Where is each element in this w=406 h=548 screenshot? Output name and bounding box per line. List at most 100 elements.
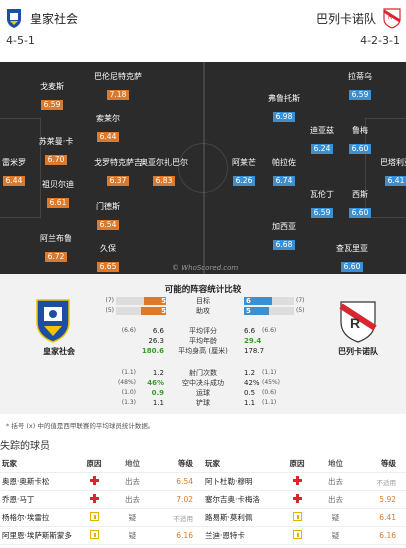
player-rating: 6.68	[272, 240, 296, 250]
home-value: 6.6	[152, 327, 164, 335]
stat-label: 平均评分	[189, 327, 217, 335]
home-value: 180.6	[141, 347, 164, 355]
away-value: 6	[246, 297, 251, 305]
player-name: 弗鲁托斯	[268, 94, 300, 103]
player-name[interactable]: 兰迪·恩特卡	[205, 531, 245, 540]
status: 出去	[328, 495, 343, 504]
home-player[interactable]: 苏莱曼·卡 6.70	[26, 137, 86, 166]
away-player[interactable]: 阿莱芒 6.26	[214, 158, 274, 187]
home-crest-icon	[36, 299, 70, 343]
home-player[interactable]: 久保 6.65	[78, 244, 138, 273]
away-player[interactable]: 瓦伦丁 6.59	[292, 190, 352, 219]
home-league-avg: (6.6)	[121, 327, 136, 334]
stats-footnote: * 括号 (x) 中的值是西甲联赛的平均球员统计数据。	[6, 422, 155, 430]
table-header: 玩家 原因 地位 等级 玩家 原因 地位 等级	[0, 455, 406, 473]
away-player[interactable]: 加西亚 6.68	[254, 222, 314, 251]
player-name: 巴伦尼特克萨	[94, 72, 142, 81]
player-name: 祖贝尔迪	[42, 180, 74, 189]
player-rating: 6.60	[348, 144, 372, 154]
player-name: 拉蒂乌	[348, 72, 372, 81]
home-player[interactable]: 门德斯 6.54	[78, 202, 138, 231]
home-value: 5	[161, 307, 166, 315]
player-name[interactable]: 奥恩·奥斯卡松	[2, 477, 50, 486]
home-player[interactable]: 雷米罗 6.44	[0, 158, 44, 187]
home-player[interactable]: 戈罗特克萨吉 6.37	[88, 158, 148, 187]
missing-rows: 奥恩·奥斯卡松 出去 6.54 阿卜杜勒·穆明 出去 不适用 乔恩·马丁 出去 7.02 塞尔吉奥…	[0, 473, 406, 545]
home-player[interactable]: 奥亚尔扎巴尔 6.83	[134, 158, 194, 187]
home-player[interactable]: 巴伦尼特克萨 7.18	[88, 72, 148, 101]
stat-row: (1.3) 1.1 铲球 1.1 (1.1)	[0, 398, 406, 408]
stat-label: 铲球	[196, 399, 210, 407]
away-player[interactable]: 弗鲁托斯 6.98	[254, 94, 314, 123]
away-formation: 4-2-3-1	[360, 34, 400, 47]
reason	[281, 512, 313, 523]
away-player[interactable]: 西斯 6.60	[330, 190, 390, 219]
player-name[interactable]: 杨格尔·埃雷拉	[2, 513, 50, 522]
player-name[interactable]: 塞尔吉奥·卡梅洛	[205, 495, 260, 504]
home-player[interactable]: 索莱尔 6.44	[78, 114, 138, 143]
away-player[interactable]: 拉蒂乌 6.59	[330, 72, 390, 101]
player-rating: 6.59	[40, 100, 64, 110]
away-league-avg: (45%)	[262, 379, 281, 386]
home-league-avg: (5)	[105, 307, 115, 314]
stat-row: (48%) 46% 空中决斗成功 42% (45%)	[0, 378, 406, 388]
missing-players-table: 玩家 原因 地位 等级 玩家 原因 地位 等级 奥恩·奥斯卡松 出去 6.54 阿卜杜…	[0, 455, 406, 545]
stat-row: 26.3 平均年龄 29.4	[0, 336, 406, 346]
away-player[interactable]: 巴塔利亚 6.41	[366, 158, 406, 187]
reason	[281, 476, 313, 487]
center-circle	[178, 143, 228, 193]
stat-label: 运球	[196, 389, 210, 397]
player-rating: 6.83	[152, 176, 176, 186]
away-player[interactable]: 鲁梅 6.60	[330, 126, 390, 155]
rating: 7.02	[176, 495, 193, 504]
home-crest-icon	[7, 9, 21, 28]
rating: 不适用	[376, 478, 397, 487]
home-league-avg: (7)	[105, 297, 115, 304]
table-row: 阿里恩·埃萨斯斯蒙多 疑 6.16 兰迪·恩特卡 疑 6.16	[0, 527, 406, 545]
away-player[interactable]: 查瓦里亚 6.60	[322, 244, 382, 273]
status: 疑	[331, 531, 340, 540]
player-name[interactable]: 阿卜杜勒·穆明	[205, 477, 253, 486]
away-value: 1.1	[244, 399, 256, 407]
reason	[78, 494, 110, 505]
status: 疑	[331, 513, 340, 522]
home-team[interactable]: 皇家社会	[4, 7, 78, 29]
whoscored-watermark: © WhoScored.com	[172, 264, 239, 272]
player-name: 巴塔利亚	[380, 158, 406, 167]
status: 出去	[125, 477, 140, 486]
away-team[interactable]: 巴列卡诺队 R	[316, 7, 402, 29]
injury-icon	[89, 494, 99, 503]
home-league-avg: (1.3)	[121, 399, 136, 406]
lineup-stats-comparison: 可能的阵容统计比较 R 皇家社会 巴列卡诺队 (7) 5 目标 6 (7) (5) 5 助攻 5…	[0, 274, 406, 414]
player-name: 查瓦里亚	[336, 244, 368, 253]
stat-label: 助攻	[196, 307, 210, 315]
player-name[interactable]: 乔恩·马丁	[2, 495, 35, 504]
player-name: 鲁梅	[352, 126, 368, 135]
player-name: 久保	[100, 244, 116, 253]
player-name: 戈麦斯	[40, 82, 64, 91]
home-player[interactable]: 戈麦斯 6.59	[22, 82, 82, 111]
away-league-avg: (0.6)	[262, 389, 277, 396]
player-rating: 6.72	[44, 252, 68, 262]
player-rating: 6.54	[96, 220, 120, 230]
stat-row: (5) 5 助攻 5 (5)	[0, 306, 406, 316]
home-value: 1.1	[152, 399, 164, 407]
home-bar	[143, 297, 166, 305]
col-status: 地位	[328, 459, 343, 468]
home-value: 5	[161, 297, 166, 305]
away-player[interactable]: 迪亚兹 6.24	[292, 126, 352, 155]
away-player[interactable]: 帕拉佐 6.74	[254, 158, 314, 187]
col-reason: 原因	[86, 459, 102, 468]
player-name[interactable]: 阿里恩·埃萨斯斯蒙多	[2, 531, 72, 540]
stat-row: 180.6 平均身高 (厘米) 178.7	[0, 346, 406, 356]
home-player[interactable]: 阿兰布鲁 6.72	[26, 234, 86, 263]
rating: 6.54	[176, 477, 193, 486]
player-name: 帕拉佐	[272, 158, 296, 167]
home-formation: 4-5-1	[6, 34, 35, 47]
status: 出去	[125, 495, 140, 504]
player-name: 苏莱曼·卡	[38, 137, 74, 146]
away-league-avg: (5)	[296, 307, 305, 314]
home-player[interactable]: 祖贝尔迪 6.61	[28, 180, 88, 209]
player-name[interactable]: 路易斯·莫利佩	[205, 513, 253, 522]
player-name: 瓦伦丁	[310, 190, 334, 199]
